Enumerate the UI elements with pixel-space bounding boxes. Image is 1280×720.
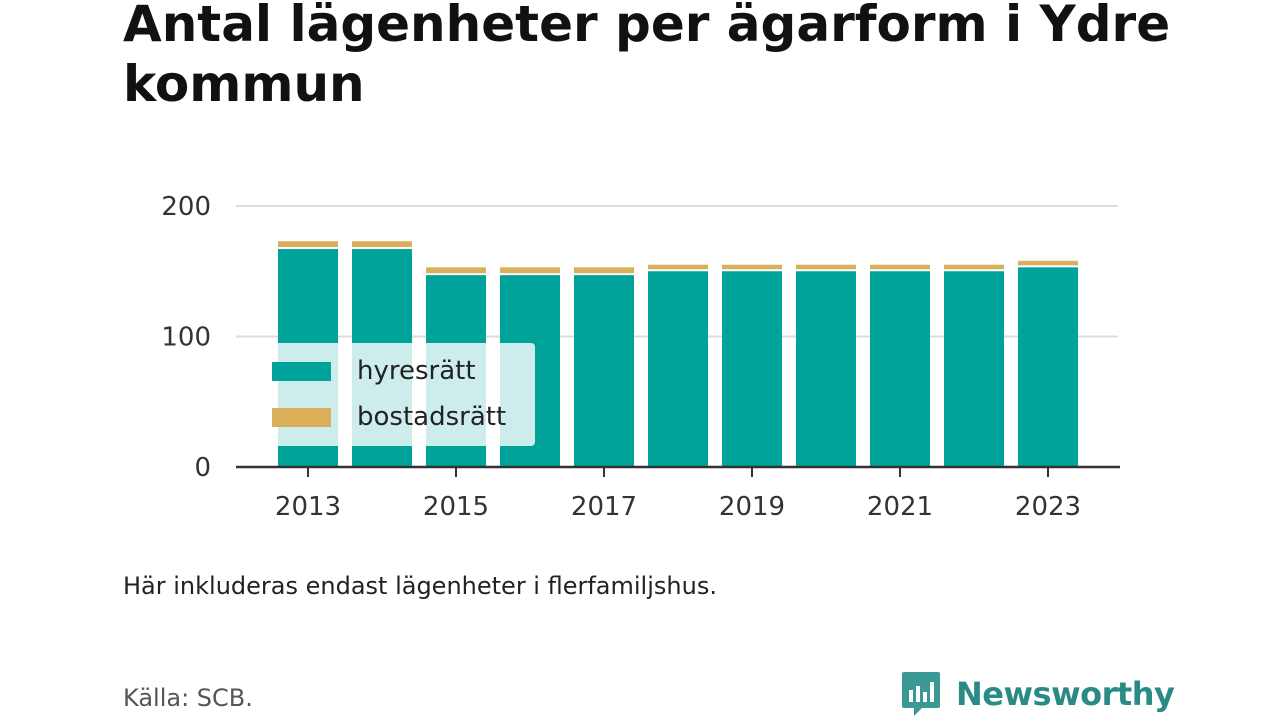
x-tick-label: 2021 [867,492,933,522]
chart-note: Här inkluderas endast lägenheter i flerf… [123,572,717,600]
brand-name: Newsworthy [956,675,1175,713]
bar-bostadsratt [278,241,338,248]
bar-bostadsratt [944,264,1004,270]
bar-bostadsratt [796,264,856,270]
legend-swatch-bostadsratt [272,407,331,427]
x-tick-label: 2015 [423,492,489,522]
x-tick-label: 2023 [1015,492,1081,522]
legend-item-hyresratt: hyresrätt [272,353,476,389]
bar-bostadsratt [870,264,930,270]
y-tick-label: 0 [194,453,211,483]
bar-hyresratt [1018,267,1078,467]
chart-legend: hyresrätt bostadsrätt [256,343,535,446]
bar-bostadsratt [574,267,634,274]
bar-hyresratt [648,271,708,467]
y-axis-ticks: 0 100 200 [161,192,211,483]
chart-title: Antal lägenheter per ägarform i Ydre kom… [123,0,1171,113]
bar-bostadsratt [1018,260,1078,266]
legend-label-bostadsratt: bostadsrätt [357,402,507,432]
bar-hyresratt [870,271,930,467]
brand-logo: Newsworthy [900,670,1175,718]
bar-hyresratt [796,271,856,467]
legend-label-hyresratt: hyresrätt [357,356,476,386]
newsworthy-logo-icon [902,672,940,716]
legend-item-bostadsratt: bostadsrätt [272,399,506,435]
bar-hyresratt [944,271,1004,467]
source-credit: Källa: SCB. [123,684,253,712]
bar-bostadsratt [722,264,782,270]
bar-bostadsratt [500,267,560,274]
bar-bostadsratt [352,241,412,248]
x-tick-label: 2019 [719,492,785,522]
y-tick-label: 100 [161,323,211,353]
bar-bostadsratt [648,264,708,270]
bar-bostadsratt [426,267,486,274]
legend-swatch-hyresratt [272,361,331,381]
y-tick-label: 200 [161,192,211,222]
x-tick-label: 2017 [571,492,637,522]
x-tick-label: 2013 [275,492,341,522]
bar-hyresratt [722,271,782,467]
bar-hyresratt [574,275,634,467]
x-axis-ticks: 2013 2015 2017 2019 2021 2023 [275,467,1081,522]
